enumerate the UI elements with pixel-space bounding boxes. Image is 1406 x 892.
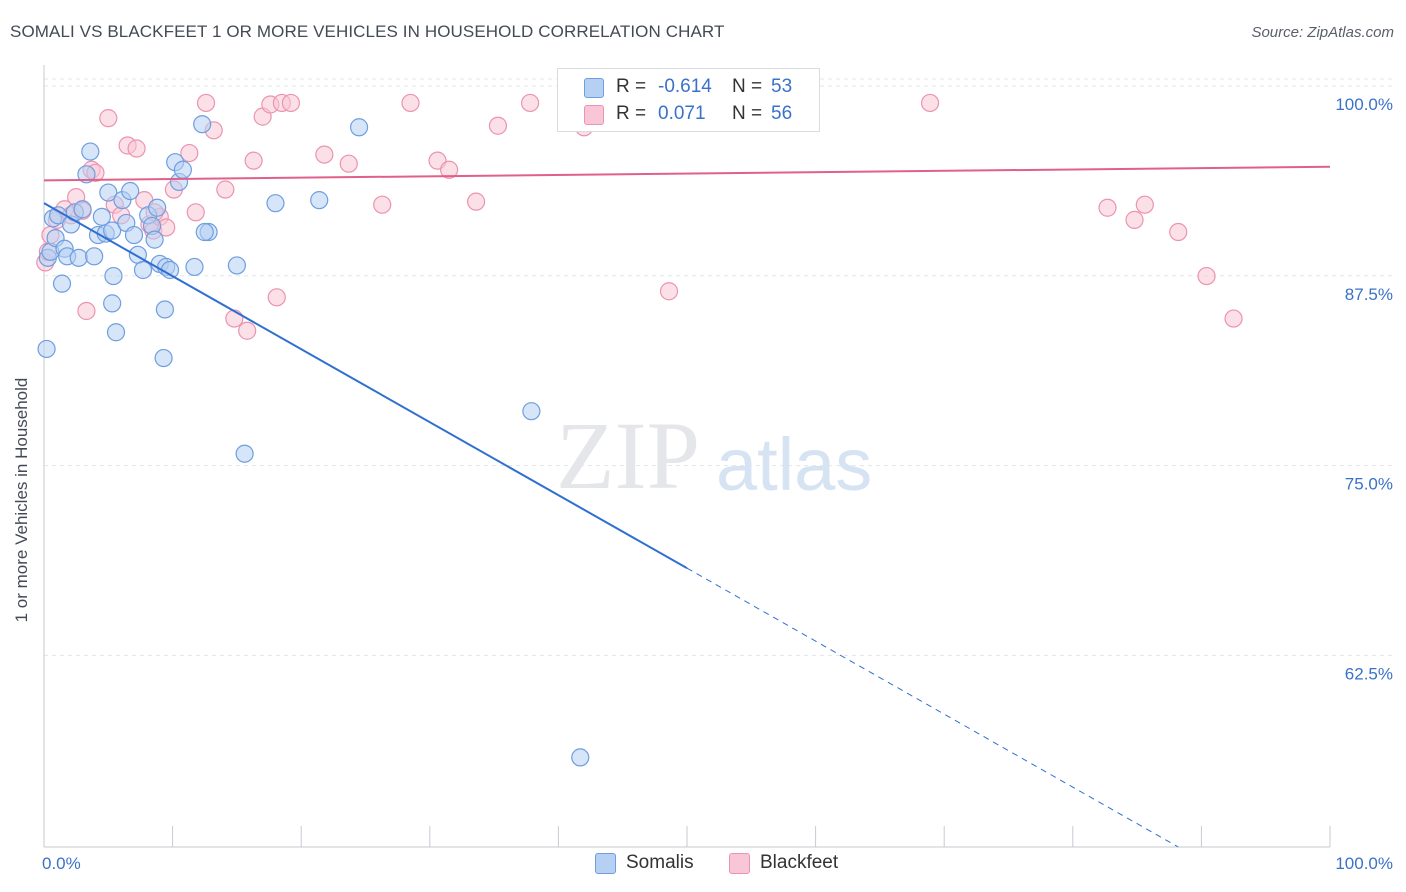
somalis-point [235, 444, 254, 463]
blackfeet-point [466, 192, 486, 211]
r-label: R = [616, 103, 647, 124]
somalis-point [121, 181, 140, 201]
somalis-point [77, 165, 96, 184]
blackfeet-point [339, 154, 358, 173]
somalis-point [160, 260, 180, 280]
x-tick-label: 100.0% [1335, 854, 1393, 873]
blackfeet-point [127, 139, 146, 158]
blackfeet-point [196, 93, 216, 113]
somalis-point [81, 142, 100, 161]
blackfeet-point [488, 116, 508, 135]
somalis-trend-extension [686, 567, 1179, 848]
blackfeet-point [267, 288, 286, 307]
somalis-point [133, 260, 153, 280]
y-axis-label-wrap: 1 or more Vehicles in Household [2, 300, 42, 700]
blackfeet-point [1197, 266, 1216, 286]
blackfeet-point [99, 109, 118, 128]
watermark: ZIP atlas [556, 402, 872, 509]
blackfeet-legend-swatch [729, 853, 750, 874]
blackfeet-point [1135, 195, 1154, 214]
blackfeet-point [1098, 198, 1117, 217]
blackfeet-point [521, 93, 540, 113]
y-tick-label: 87.5% [1345, 285, 1393, 304]
somalis-point [106, 323, 126, 342]
blackfeet-legend-label: Blackfeet [760, 852, 839, 873]
blackfeet-trend-line [43, 165, 1331, 182]
trend-lines [43, 165, 1331, 848]
somalis-point [227, 256, 246, 275]
x-tick-label: 0.0% [42, 854, 81, 873]
somalis-point [99, 183, 118, 202]
blackfeet-point [659, 282, 679, 301]
somalis-point [155, 300, 174, 319]
watermark-zip: ZIP [556, 402, 700, 509]
blackfeet-point [1169, 222, 1188, 242]
somalis-point [104, 266, 123, 286]
somalis-legend-swatch [595, 853, 616, 874]
series-legend: Somalis Blackfeet [0, 852, 1406, 876]
blackfeet-point [244, 151, 263, 170]
somalis-point [193, 115, 212, 134]
blackfeet-point [186, 203, 205, 222]
n-value: 56 [771, 103, 793, 124]
r-value: 0.071 [658, 103, 706, 124]
somalis-points [37, 115, 590, 767]
y-tick-label: 100.0% [1335, 95, 1393, 114]
somalis-point [154, 348, 173, 368]
somalis-point [571, 748, 590, 767]
blackfeet-point [180, 143, 199, 163]
axes [43, 65, 1331, 848]
somalis-point [37, 339, 56, 359]
chart-title: SOMALI VS BLACKFEET 1 OR MORE VEHICLES I… [10, 22, 725, 41]
somalis-point [349, 118, 369, 137]
tick-labels: 100.0% 87.5% 75.0% 62.5% 0.0% 100.0% [42, 95, 1393, 873]
somalis-point [195, 222, 214, 242]
source-label: Source: ZipAtlas.com [1251, 24, 1394, 41]
somalis-point [173, 160, 192, 179]
somalis-point [52, 274, 72, 293]
somalis-swatch [584, 78, 604, 98]
y-tick-label: 62.5% [1345, 664, 1393, 683]
blackfeet-point [401, 93, 420, 113]
blackfeet-point [238, 321, 257, 340]
stats-legend: R = -0.614 N = 53 R = 0.071 N = 56 [557, 68, 820, 132]
somalis-point [124, 225, 144, 245]
somalis-point [85, 247, 104, 266]
somalis-point [103, 221, 122, 240]
r-value: -0.614 [658, 76, 712, 97]
n-label: N = [732, 103, 763, 124]
blackfeet-point [315, 145, 334, 164]
somalis-trend-line [43, 202, 688, 570]
blackfeet-point [216, 180, 235, 199]
somalis-point [69, 248, 88, 267]
blackfeet-point [373, 195, 392, 214]
somalis-point [73, 200, 92, 219]
blackfeet-point [439, 160, 459, 179]
somalis-point [266, 194, 285, 213]
blackfeet-point [281, 93, 301, 113]
somalis-legend-label: Somalis [626, 852, 694, 873]
n-label: N = [732, 76, 763, 97]
somalis-point [145, 230, 164, 249]
y-axis-label: 1 or more Vehicles in Household [12, 377, 31, 623]
somalis-point [148, 198, 167, 217]
blackfeet-point [1224, 309, 1243, 328]
blackfeet-point [77, 301, 96, 321]
y-tick-label: 75.0% [1345, 475, 1393, 494]
somalis-point [310, 191, 329, 210]
watermark-atlas: atlas [716, 423, 872, 506]
somalis-point [103, 294, 122, 313]
somalis-point [185, 257, 204, 277]
blackfeet-point [225, 309, 244, 328]
n-value: 53 [771, 76, 793, 97]
somalis-point [522, 402, 541, 421]
blackfeet-point [1125, 210, 1144, 229]
r-label: R = [616, 76, 647, 97]
blackfeet-swatch [584, 105, 604, 125]
blackfeet-point [920, 93, 940, 113]
